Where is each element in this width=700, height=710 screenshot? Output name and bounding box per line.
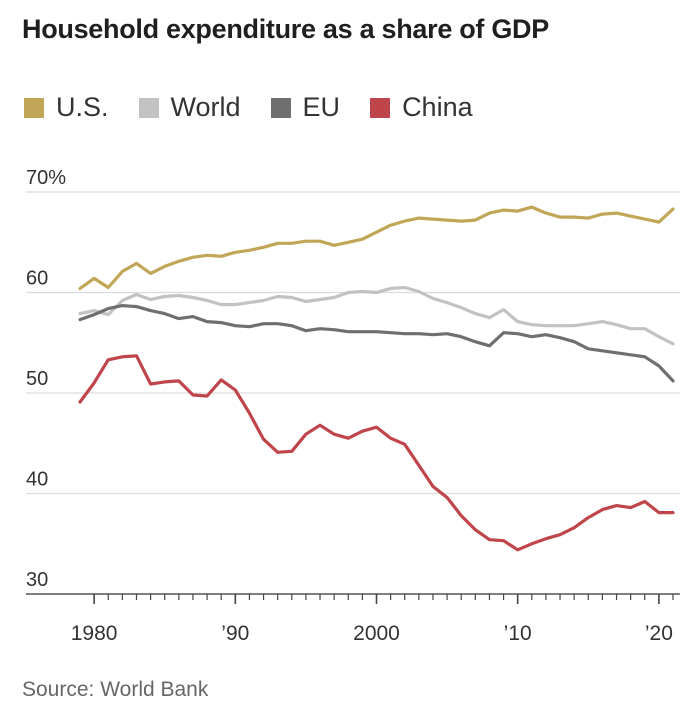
- x-tick-label: ’90: [221, 622, 249, 645]
- x-axis: 1980 ’90 2000 ’10 ’20: [71, 594, 674, 645]
- series-lines: [78, 205, 675, 552]
- y-tick-label: 50: [26, 368, 48, 390]
- grid: 70% 60 50 40 30: [26, 167, 680, 595]
- legend-item-eu: EU: [270, 92, 341, 123]
- legend-swatch-eu: [270, 97, 291, 118]
- y-tick-label: 70%: [26, 167, 66, 189]
- legend: U.S. World EU China: [24, 92, 503, 123]
- legend-swatch-us: [24, 97, 44, 118]
- series-line-world: [78, 285, 675, 346]
- chart-title: Household expenditure as a share of GDP: [22, 14, 549, 44]
- y-tick-label: 30: [26, 569, 48, 591]
- source-note: Source: World Bank: [22, 678, 209, 701]
- x-tick-label: ’10: [504, 622, 532, 645]
- series-line-china: [78, 354, 675, 552]
- x-tick-label: 2000: [353, 622, 400, 645]
- legend-item-china: China: [370, 92, 473, 123]
- x-tick-label: 1980: [71, 622, 118, 645]
- series-line-eu: [78, 304, 675, 383]
- x-tick-label: ’20: [645, 622, 673, 645]
- y-tick-label: 60: [26, 268, 48, 290]
- legend-label-world: World: [170, 92, 241, 122]
- y-tick-label: 40: [26, 469, 48, 491]
- legend-label-china: China: [402, 92, 473, 122]
- series-line-us: [78, 205, 675, 291]
- legend-label-eu: EU: [302, 92, 341, 122]
- legend-swatch-world: [138, 97, 159, 118]
- legend-item-world: World: [138, 92, 241, 123]
- legend-item-us: U.S.: [24, 92, 109, 123]
- legend-label-us: U.S.: [56, 92, 109, 122]
- legend-swatch-china: [370, 97, 391, 118]
